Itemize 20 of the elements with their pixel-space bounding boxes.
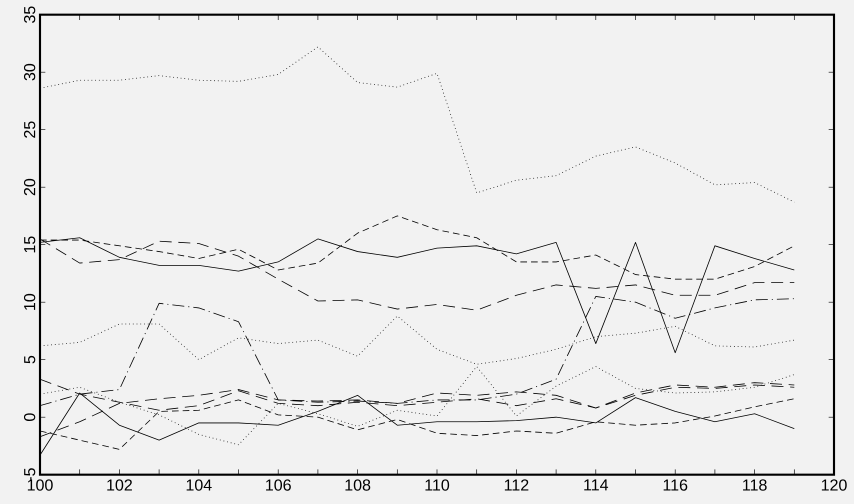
- y-tick-label: -5: [24, 468, 36, 482]
- x-tick-label: 114: [584, 479, 608, 490]
- x-tick-label: 102: [107, 479, 132, 491]
- x-tick-label: 116: [664, 479, 688, 491]
- y-tick-label: 10: [24, 294, 36, 310]
- y-tick-label: 5: [24, 356, 36, 364]
- y-tick-label: 30: [24, 64, 36, 80]
- y-tick-label: 15: [24, 236, 36, 252]
- x-tick-label: 112: [504, 479, 528, 491]
- x-tick-label: 110: [425, 479, 450, 491]
- x-tick-label: 118: [743, 479, 767, 491]
- y-tick-label: 35: [24, 6, 36, 23]
- x-tick-label: 108: [345, 479, 370, 491]
- y-tick-label: 0: [24, 413, 36, 421]
- x-tick-label: 106: [266, 479, 291, 491]
- x-tick-label: 120: [822, 479, 847, 491]
- y-tick-label: 25: [24, 121, 36, 138]
- x-tick-label: 100: [28, 479, 53, 491]
- y-tick-label: 20: [24, 178, 36, 196]
- x-tick-label: 104: [186, 479, 212, 491]
